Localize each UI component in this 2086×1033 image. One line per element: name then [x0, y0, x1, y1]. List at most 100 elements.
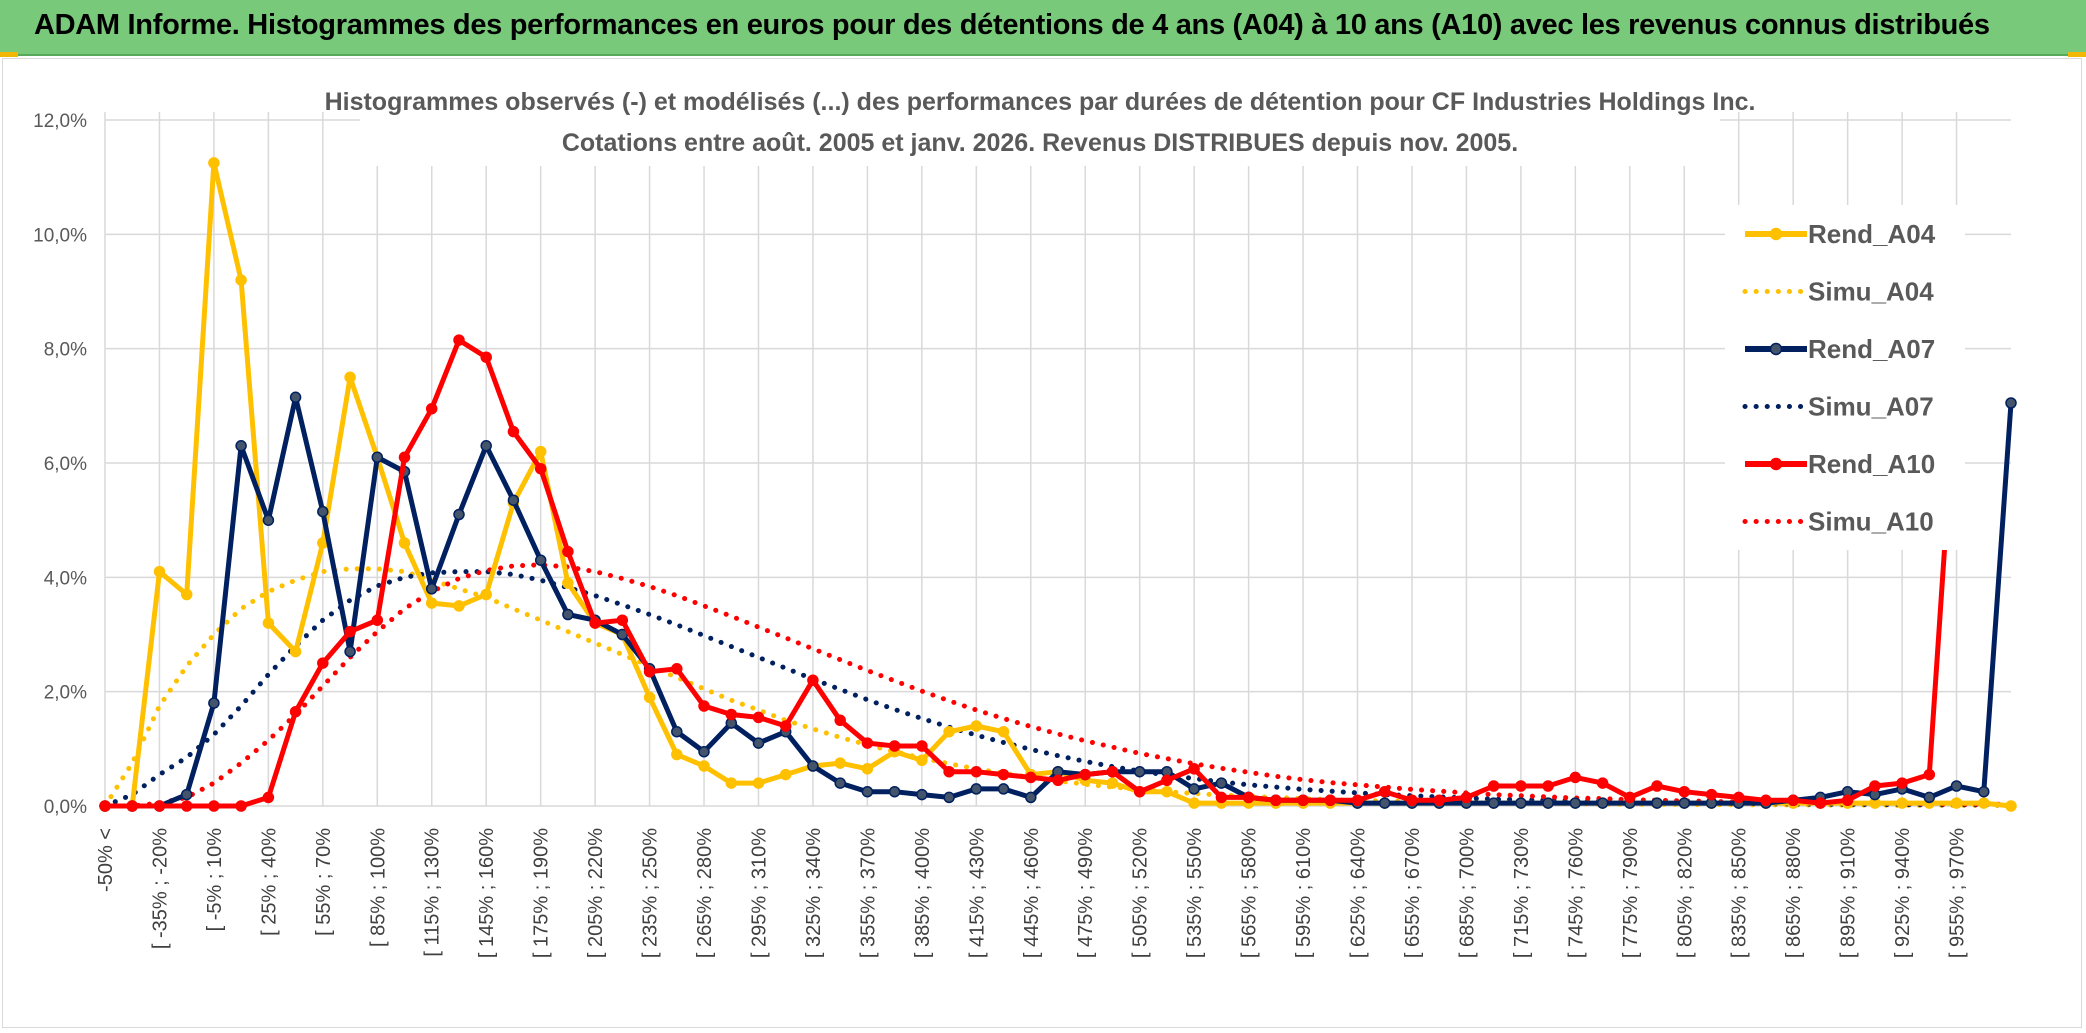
x-tick-label: [ 595% ; 610% — [1293, 828, 1315, 958]
data-point — [943, 791, 955, 804]
legend-item: Rend_A07 — [1745, 334, 1935, 364]
x-tick-label: [ 565% ; 580% — [1239, 828, 1261, 958]
data-point — [1324, 794, 1337, 807]
data-point — [643, 691, 656, 704]
data-point — [1025, 791, 1037, 804]
data-point — [1760, 794, 1772, 807]
data-point — [943, 725, 955, 738]
data-point — [344, 371, 356, 384]
series-line — [102, 569, 2014, 809]
y-tick-label: 0,0% — [44, 797, 87, 818]
page-title: ADAM Informe. Histogrammes des performan… — [34, 9, 1990, 41]
data-point — [235, 800, 247, 812]
data-point — [235, 440, 247, 452]
data-point — [616, 614, 629, 626]
x-tick-label: [ 445% ; 460% — [1021, 828, 1043, 958]
data-point — [425, 402, 438, 415]
data-point — [1950, 780, 1963, 792]
chart-subtitle-line1: Histogrammes observés (-) et modélisés (… — [325, 88, 1756, 116]
x-tick-label: [ 415% ; 430% — [966, 828, 988, 958]
data-point — [1133, 765, 1146, 778]
data-point — [371, 614, 384, 626]
data-point — [534, 445, 547, 458]
x-tick-label: -50% < — [95, 828, 117, 892]
y-tick-label: 2,0% — [44, 683, 87, 704]
data-point — [153, 800, 166, 812]
data-point — [861, 785, 874, 798]
chart-subtitle-line2: Cotations entre août. 2005 et janv. 2026… — [562, 129, 1518, 157]
data-point — [180, 788, 193, 801]
data-point — [671, 663, 683, 675]
legend-item: Rend_A10 — [1745, 449, 1935, 479]
data-point — [1569, 797, 1582, 809]
data-point — [861, 763, 874, 775]
data-point — [1814, 797, 1827, 809]
data-point — [834, 714, 846, 727]
legend-label: Simu_A04 — [1808, 277, 1934, 307]
data-point — [1896, 797, 1908, 809]
data-point — [1242, 791, 1255, 804]
data-point — [562, 545, 574, 558]
data-point — [671, 725, 683, 738]
data-point — [153, 565, 166, 578]
legend-marker — [1769, 227, 1783, 241]
legend-item: Simu_A04 — [1742, 277, 1934, 307]
data-point — [480, 351, 492, 363]
x-tick-label: [ 895% ; 910% — [1838, 828, 1860, 958]
data-point — [943, 765, 955, 778]
y-tick-label: 8,0% — [44, 340, 87, 361]
data-point — [1297, 794, 1309, 807]
y-tick-label: 12,0% — [33, 111, 87, 132]
data-point — [834, 777, 846, 789]
data-point — [1433, 794, 1445, 807]
data-point — [262, 791, 275, 804]
x-tick-label: [ 655% ; 670% — [1402, 828, 1424, 958]
series-group — [99, 157, 2017, 812]
x-tick-label: [ 55% ; 70% — [313, 828, 335, 936]
x-tick-label: [ 355% ; 370% — [857, 828, 879, 958]
data-point — [1188, 783, 1200, 795]
data-point — [970, 720, 983, 732]
data-point — [1542, 797, 1554, 809]
data-point — [1923, 768, 1936, 781]
x-axis-ticks: -50% < [ -35% ; -20% [ -5% ; 10% [ 25% ; 40… — [95, 828, 1969, 958]
data-point — [1079, 768, 1091, 781]
x-tick-label: [ 295% ; 310% — [748, 828, 770, 958]
data-point — [1978, 785, 1990, 798]
data-point — [698, 700, 710, 712]
legend-marker — [1769, 342, 1783, 356]
data-point — [1923, 791, 1936, 804]
data-point — [289, 391, 302, 404]
legend-label: Rend_A04 — [1808, 219, 1936, 249]
legend-marker — [1769, 457, 1783, 471]
data-point — [1869, 780, 1881, 792]
x-tick-label: [ 25% ; 40% — [258, 828, 280, 936]
data-point — [752, 737, 765, 749]
y-tick-label: 6,0% — [44, 454, 87, 475]
data-point — [1188, 763, 1200, 775]
data-point — [1678, 797, 1691, 809]
data-point — [888, 740, 901, 752]
legend-background — [1725, 205, 1965, 550]
data-point — [126, 800, 138, 812]
data-point — [425, 583, 438, 595]
data-point — [1133, 785, 1146, 798]
data-point — [453, 600, 465, 612]
x-tick-label: [ 715% ; 730% — [1511, 828, 1533, 958]
data-point — [1215, 777, 1228, 789]
data-point — [1841, 794, 1854, 807]
data-point — [235, 274, 247, 286]
data-point — [970, 765, 983, 778]
data-point — [752, 711, 765, 724]
legend-label: Simu_A10 — [1808, 507, 1934, 537]
data-point — [507, 494, 520, 506]
data-point — [289, 705, 302, 718]
corner-marker-right — [2068, 52, 2086, 57]
data-point — [289, 645, 302, 658]
data-point — [262, 514, 275, 526]
data-point — [970, 783, 983, 795]
data-point — [1569, 771, 1582, 784]
data-point — [916, 788, 928, 801]
data-point — [208, 157, 220, 169]
